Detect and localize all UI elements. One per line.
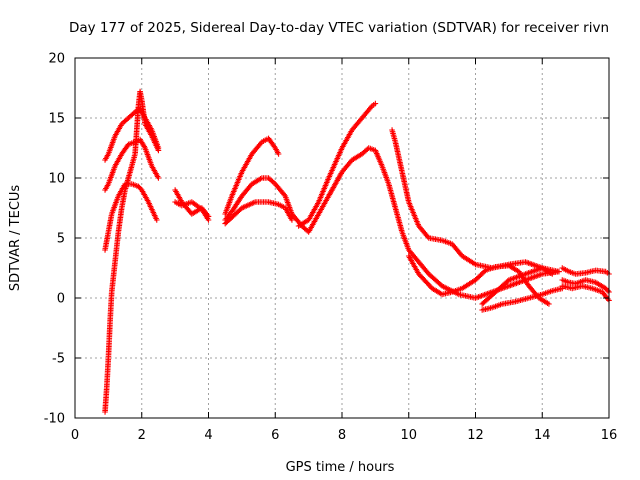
grid bbox=[75, 58, 609, 418]
series-trace-o bbox=[479, 265, 562, 307]
y-tick-label: -10 bbox=[44, 412, 65, 427]
data-point bbox=[155, 147, 162, 154]
y-tick-label: 20 bbox=[48, 52, 65, 67]
y-tick-label: 15 bbox=[48, 112, 65, 127]
data-point bbox=[289, 217, 295, 223]
series-trace-g bbox=[222, 135, 282, 217]
x-tick-label: 12 bbox=[467, 428, 484, 443]
series-trace-f bbox=[172, 187, 212, 220]
data-point bbox=[556, 268, 562, 275]
data-marks bbox=[102, 88, 612, 415]
series-trace-a bbox=[102, 105, 162, 163]
y-tick-label: 5 bbox=[57, 232, 65, 247]
y-tick-label: 0 bbox=[57, 292, 65, 307]
axis-ticks: 0 2 4 6 8 10 12 14 16 -10 -5 0 5 10 15 20 bbox=[44, 52, 618, 444]
series-trace-n bbox=[479, 285, 566, 313]
y-axis-label: SDTVAR / TECUs bbox=[8, 185, 23, 292]
series-trace-h bbox=[222, 175, 295, 223]
x-tick-label: 10 bbox=[400, 428, 417, 443]
x-axis-label: GPS time / hours bbox=[286, 460, 395, 475]
y-tick-label: -5 bbox=[52, 352, 65, 367]
data-point bbox=[481, 268, 488, 275]
x-tick-label: 8 bbox=[338, 428, 346, 443]
x-tick-label: 0 bbox=[71, 428, 79, 443]
data-point bbox=[205, 213, 212, 220]
series-trace-r bbox=[559, 283, 612, 304]
series-trace-p bbox=[559, 265, 612, 277]
data-point bbox=[546, 301, 552, 307]
series-trace-c bbox=[102, 181, 160, 253]
chart-title: Day 177 of 2025, Sidereal Day-to-day VTE… bbox=[69, 20, 609, 36]
data-point bbox=[153, 217, 160, 223]
series-trace-b bbox=[102, 136, 162, 193]
x-tick-label: 6 bbox=[271, 428, 279, 443]
data-point bbox=[605, 288, 611, 294]
y-tick-label: 10 bbox=[48, 172, 65, 187]
series-trace-i bbox=[222, 199, 295, 227]
x-tick-label: 4 bbox=[204, 428, 212, 443]
x-tick-label: 16 bbox=[601, 428, 618, 443]
data-point bbox=[155, 175, 162, 181]
data-point bbox=[275, 151, 282, 157]
series-trace-d bbox=[102, 88, 162, 415]
series-trace-j bbox=[295, 100, 379, 229]
x-tick-label: 14 bbox=[534, 428, 551, 443]
data-point bbox=[372, 100, 379, 107]
x-tick-label: 2 bbox=[138, 428, 146, 443]
